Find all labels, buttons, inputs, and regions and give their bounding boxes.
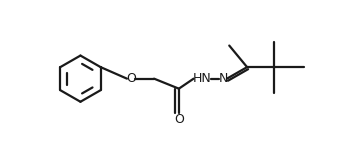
Text: N: N [218,72,228,85]
Text: O: O [126,72,136,85]
Text: HN: HN [193,72,211,85]
Text: O: O [174,113,184,126]
